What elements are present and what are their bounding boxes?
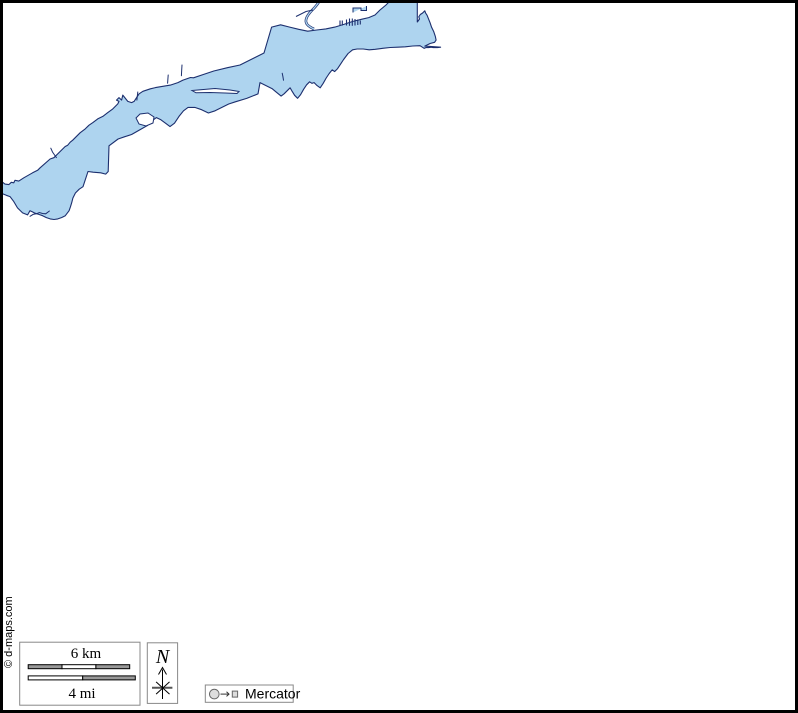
svg-text:N: N [155, 646, 171, 668]
svg-text:© d-maps.com: © d-maps.com [3, 596, 15, 668]
svg-text:Mercator: Mercator [245, 686, 301, 702]
svg-text:4 mi: 4 mi [68, 686, 95, 702]
svg-text:6 km: 6 km [71, 646, 102, 662]
